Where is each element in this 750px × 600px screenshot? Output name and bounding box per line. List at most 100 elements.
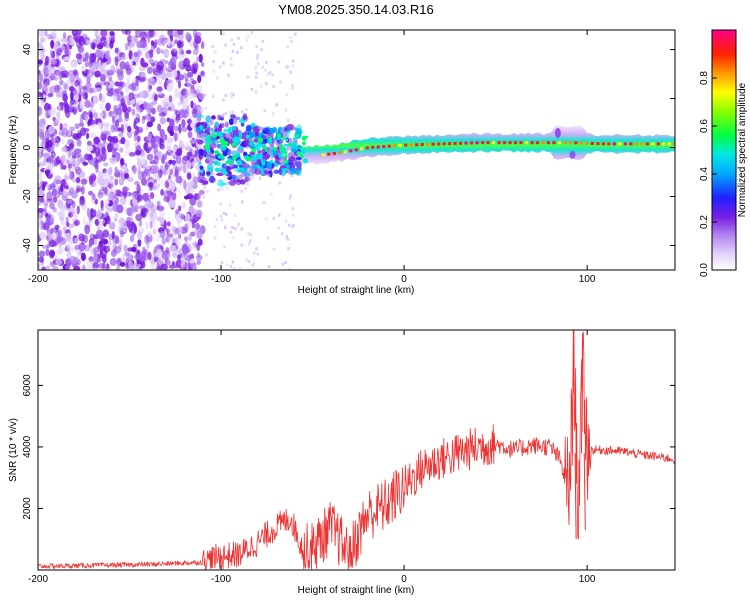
noise-speckle <box>177 205 182 212</box>
noise-speckle <box>124 112 130 122</box>
noise-speckle <box>149 212 153 218</box>
noise-speckle <box>153 94 158 102</box>
noise-speckle <box>75 187 83 192</box>
noise-speckle <box>174 131 178 142</box>
noise-speckle <box>41 122 45 132</box>
transition-blob <box>245 124 252 132</box>
noise-speckle <box>160 100 165 108</box>
noise-speckle <box>112 122 119 131</box>
noise-speckle <box>47 92 54 98</box>
noise-speckle <box>150 225 158 232</box>
noise-speckle <box>138 91 145 99</box>
noise-speckle <box>178 186 182 196</box>
ridge-segment <box>354 148 358 152</box>
noise-speckle <box>63 100 68 109</box>
noise-speckle <box>63 82 68 90</box>
noise-speckle <box>99 73 106 82</box>
transition-blob <box>205 128 210 133</box>
sparse-speckle <box>226 263 229 267</box>
ridge-segment <box>667 142 671 146</box>
noise-speckle <box>88 159 95 165</box>
noise-speckle <box>156 205 165 212</box>
sparse-speckle <box>219 214 223 218</box>
noise-speckle <box>101 262 106 270</box>
ridge-segment <box>618 142 622 146</box>
noise-speckle <box>170 152 176 157</box>
noise-speckle <box>146 146 153 151</box>
noise-speckle <box>100 130 108 138</box>
noise-speckle <box>102 168 107 174</box>
sparse-speckle <box>286 45 289 49</box>
noise-speckle <box>154 30 161 38</box>
spectrogram-y-tick-label: 20 <box>22 93 33 105</box>
sparse-speckle <box>277 60 281 64</box>
noise-speckle <box>158 111 166 118</box>
noise-speckle <box>197 194 201 200</box>
noise-speckle <box>195 84 203 94</box>
noise-speckle <box>135 125 140 136</box>
noise-speckle <box>38 181 41 188</box>
noise-speckle <box>44 109 51 116</box>
noise-speckle <box>42 152 50 158</box>
noise-speckle <box>100 36 107 41</box>
noise-speckle <box>85 82 92 90</box>
noise-speckle <box>102 229 110 238</box>
ridge-segment <box>459 141 463 145</box>
ridge-segment <box>415 143 419 147</box>
noise-speckle <box>156 91 164 96</box>
noise-speckle <box>157 258 164 265</box>
noise-speckle <box>51 151 56 159</box>
snr-x-tick-label: -100 <box>211 574 231 585</box>
noise-speckle <box>183 57 191 68</box>
sparse-speckle <box>281 232 284 236</box>
noise-speckle <box>173 173 178 178</box>
noise-speckle <box>92 94 99 104</box>
noise-speckle <box>192 30 198 39</box>
transition-blob <box>228 179 237 186</box>
noise-speckle <box>189 38 194 48</box>
transition-blob <box>227 126 232 135</box>
transition-blob <box>280 129 285 136</box>
noise-speckle <box>50 58 57 65</box>
sparse-speckle <box>226 181 229 185</box>
noise-speckle <box>43 207 48 217</box>
noise-speckle <box>136 184 141 194</box>
snr-background <box>38 330 675 570</box>
noise-speckle <box>166 36 171 46</box>
sparse-speckle <box>277 226 280 230</box>
noise-speckle <box>114 56 119 67</box>
noise-speckle <box>121 253 126 262</box>
noise-speckle <box>38 262 41 269</box>
transition-blob <box>290 155 295 163</box>
noise-speckle <box>174 169 180 177</box>
noise-speckle <box>196 230 203 240</box>
noise-speckle <box>156 104 163 113</box>
sparse-speckle <box>263 201 267 205</box>
noise-speckle <box>133 117 141 124</box>
ridge-segment <box>640 142 644 146</box>
noise-speckle <box>84 224 91 235</box>
sparse-speckle <box>261 65 265 69</box>
transition-peak <box>243 155 248 160</box>
noise-speckle <box>97 194 103 200</box>
ridge-segment <box>371 145 375 149</box>
noise-speckle <box>43 115 48 123</box>
noise-speckle <box>159 112 167 117</box>
noise-speckle <box>191 172 196 180</box>
snr-y-ticks: 2000 4000 6000 <box>22 374 675 520</box>
noise-speckle <box>168 136 174 144</box>
noise-speckle <box>187 131 193 139</box>
ridge-segment <box>497 141 501 145</box>
noise-speckle <box>126 106 132 113</box>
noise-speckle <box>159 128 165 138</box>
noise-speckle <box>102 57 107 63</box>
noise-speckle <box>147 182 155 188</box>
ridge-segment <box>491 141 496 145</box>
noise-speckle <box>92 261 99 270</box>
ridge-segment <box>327 152 331 156</box>
sparse-speckle <box>254 75 258 79</box>
noise-speckle <box>81 65 87 72</box>
sparse-speckle <box>288 223 291 227</box>
noise-speckle <box>185 160 192 170</box>
